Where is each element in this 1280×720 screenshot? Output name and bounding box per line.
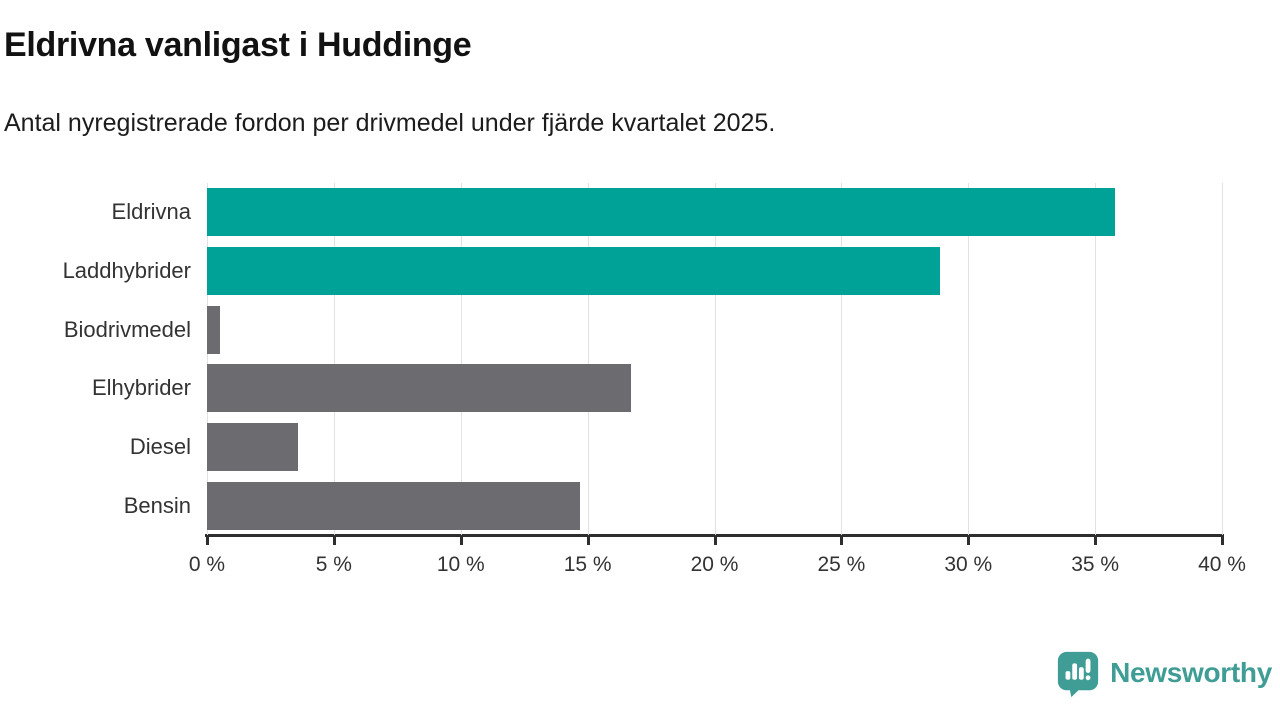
x-axis-tick <box>206 535 209 545</box>
gridline <box>714 183 716 535</box>
x-axis-tick-label: 25 % <box>817 553 866 576</box>
bar-laddhybrider <box>207 247 941 295</box>
bar-elhybrider <box>207 364 631 413</box>
bar-diesel <box>207 423 299 471</box>
x-axis-tick-label: 0 % <box>188 553 226 576</box>
x-axis-tick-label: 10 % <box>436 553 485 576</box>
gridline <box>1095 183 1097 535</box>
x-axis-tick <box>1221 535 1224 545</box>
chart-header: Eldrivna vanligast i Huddinge Antal nyre… <box>4 26 1264 138</box>
category-label: Diesel <box>129 434 191 459</box>
category-axis-labels: Eldrivna Laddhybrider Biodrivmedel Elhybrid… <box>0 183 191 535</box>
x-axis-tick <box>713 535 717 545</box>
gridline <box>460 183 462 535</box>
x-axis-tick <box>967 535 971 545</box>
bar-biodrivmedel <box>207 305 220 354</box>
gridline <box>333 183 335 535</box>
x-axis-tick-label: 30 % <box>944 553 993 576</box>
brand-footer: Newsworthy <box>1055 649 1272 697</box>
category-label: Biodrivmedel <box>63 316 191 342</box>
category-label: Eldrivna <box>111 199 191 225</box>
x-axis-tick <box>1094 535 1098 545</box>
gridline <box>1222 183 1223 535</box>
category-label: Bensin <box>123 492 191 518</box>
x-axis-tick-label: 5 % <box>315 553 352 576</box>
x-axis-tick-label: 20 % <box>690 553 739 576</box>
x-axis-tick <box>840 535 844 545</box>
bar-eldrivna <box>207 188 1116 237</box>
x-axis-tick-label: 15 % <box>563 553 612 576</box>
bar-chart-speech-bubble-icon <box>1055 649 1101 697</box>
bar-bensin <box>207 481 580 530</box>
gridline <box>207 183 208 535</box>
chart-title: Eldrivna vanligast i Huddinge <box>4 26 472 64</box>
plot-area: 0 % 5 % 10 % 15 % 20 % 25 % 30 % 35 % 40 % <box>189 183 1246 576</box>
x-axis-tick-label: 40 % <box>1198 553 1246 576</box>
gridline <box>841 183 843 535</box>
category-label: Laddhybrider <box>62 258 191 283</box>
category-label: Elhybrider <box>91 375 191 401</box>
chart-subtitle: Antal nyregistrerade fordon per drivmede… <box>4 109 776 138</box>
x-axis-tick <box>332 535 336 545</box>
x-axis-tick-label: 35 % <box>1071 553 1120 576</box>
x-axis-tick <box>459 535 463 545</box>
brand-name: Newsworthy <box>1110 657 1272 688</box>
gridline <box>968 183 970 535</box>
gridline <box>587 183 589 535</box>
x-axis-tick <box>586 535 590 545</box>
